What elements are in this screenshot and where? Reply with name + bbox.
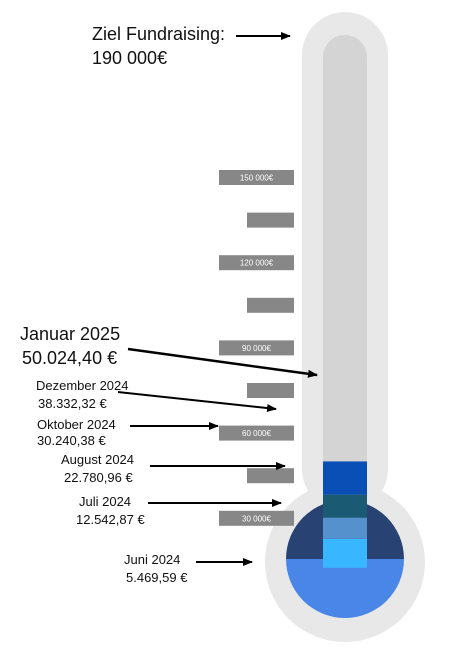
tick-box <box>219 425 294 441</box>
goal-value: 190 000€ <box>92 48 168 68</box>
tick-label: 30 000€ <box>242 514 271 523</box>
tick-label: 90 000€ <box>242 344 271 353</box>
fill-segment-august-2024 <box>323 538 367 568</box>
goal-label: Ziel Fundraising: <box>92 24 226 44</box>
tick-box <box>219 255 294 271</box>
tick-box <box>219 340 294 356</box>
tick-box <box>247 297 294 313</box>
fill-segment-dezember-2024 <box>323 494 367 518</box>
milestone-month-juni: Juni 2024 <box>124 552 181 567</box>
milestone-month-juli: Juli 2024 <box>79 494 132 509</box>
arrow-januar-2025 <box>127 347 318 378</box>
tick-60000: 60 000€ <box>219 425 294 441</box>
milestone-amount-juni: 5.469,59 € <box>126 570 188 585</box>
tick-box <box>247 383 294 398</box>
tick-marks: 150 000€ 120 000€ 90 000€ 60 000€ 30 000€ <box>219 170 294 526</box>
milestone-month-januar: Januar 2025 <box>20 324 121 344</box>
tick-75000 <box>247 383 294 398</box>
tick-105000 <box>247 297 294 313</box>
milestone-month-august: August 2024 <box>61 452 135 467</box>
milestone-amount-dezember: 38.332,32 € <box>38 396 107 411</box>
milestone-amount-august: 22.780,96 € <box>64 470 133 485</box>
milestone-amount-juli: 12.542,87 € <box>76 512 145 527</box>
inner-tube <box>323 35 367 525</box>
milestone-month-dezember: Dezember 2024 <box>36 378 129 393</box>
tick-box <box>219 170 294 185</box>
tick-label: 120 000€ <box>240 259 274 268</box>
tick-box <box>219 510 294 526</box>
annotation-arrows <box>117 32 318 566</box>
milestone-amount-januar: 50.024,40 € <box>22 348 118 368</box>
tick-45000 <box>247 468 294 484</box>
tick-box <box>247 468 294 484</box>
tick-label: 150 000€ <box>240 174 274 183</box>
fill-segment-juni-2024 <box>286 559 404 618</box>
tick-label: 60 000€ <box>242 429 271 438</box>
tick-box <box>247 212 294 228</box>
tick-135000 <box>247 212 294 228</box>
arrow-dezember-2024 <box>117 391 277 413</box>
thermometer-fill <box>286 461 404 618</box>
milestone-amount-oktober: 30.240,38 € <box>37 433 106 448</box>
tick-150000: 150 000€ <box>219 170 294 185</box>
tick-120000: 120 000€ <box>219 255 294 271</box>
fill-segment-januar-2025 <box>323 461 367 495</box>
milestone-month-oktober: Oktober 2024 <box>37 417 116 432</box>
fill-segment-oktober-2024 <box>323 517 367 539</box>
tick-90000: 90 000€ <box>219 340 294 356</box>
tick-30000: 30 000€ <box>219 510 294 526</box>
